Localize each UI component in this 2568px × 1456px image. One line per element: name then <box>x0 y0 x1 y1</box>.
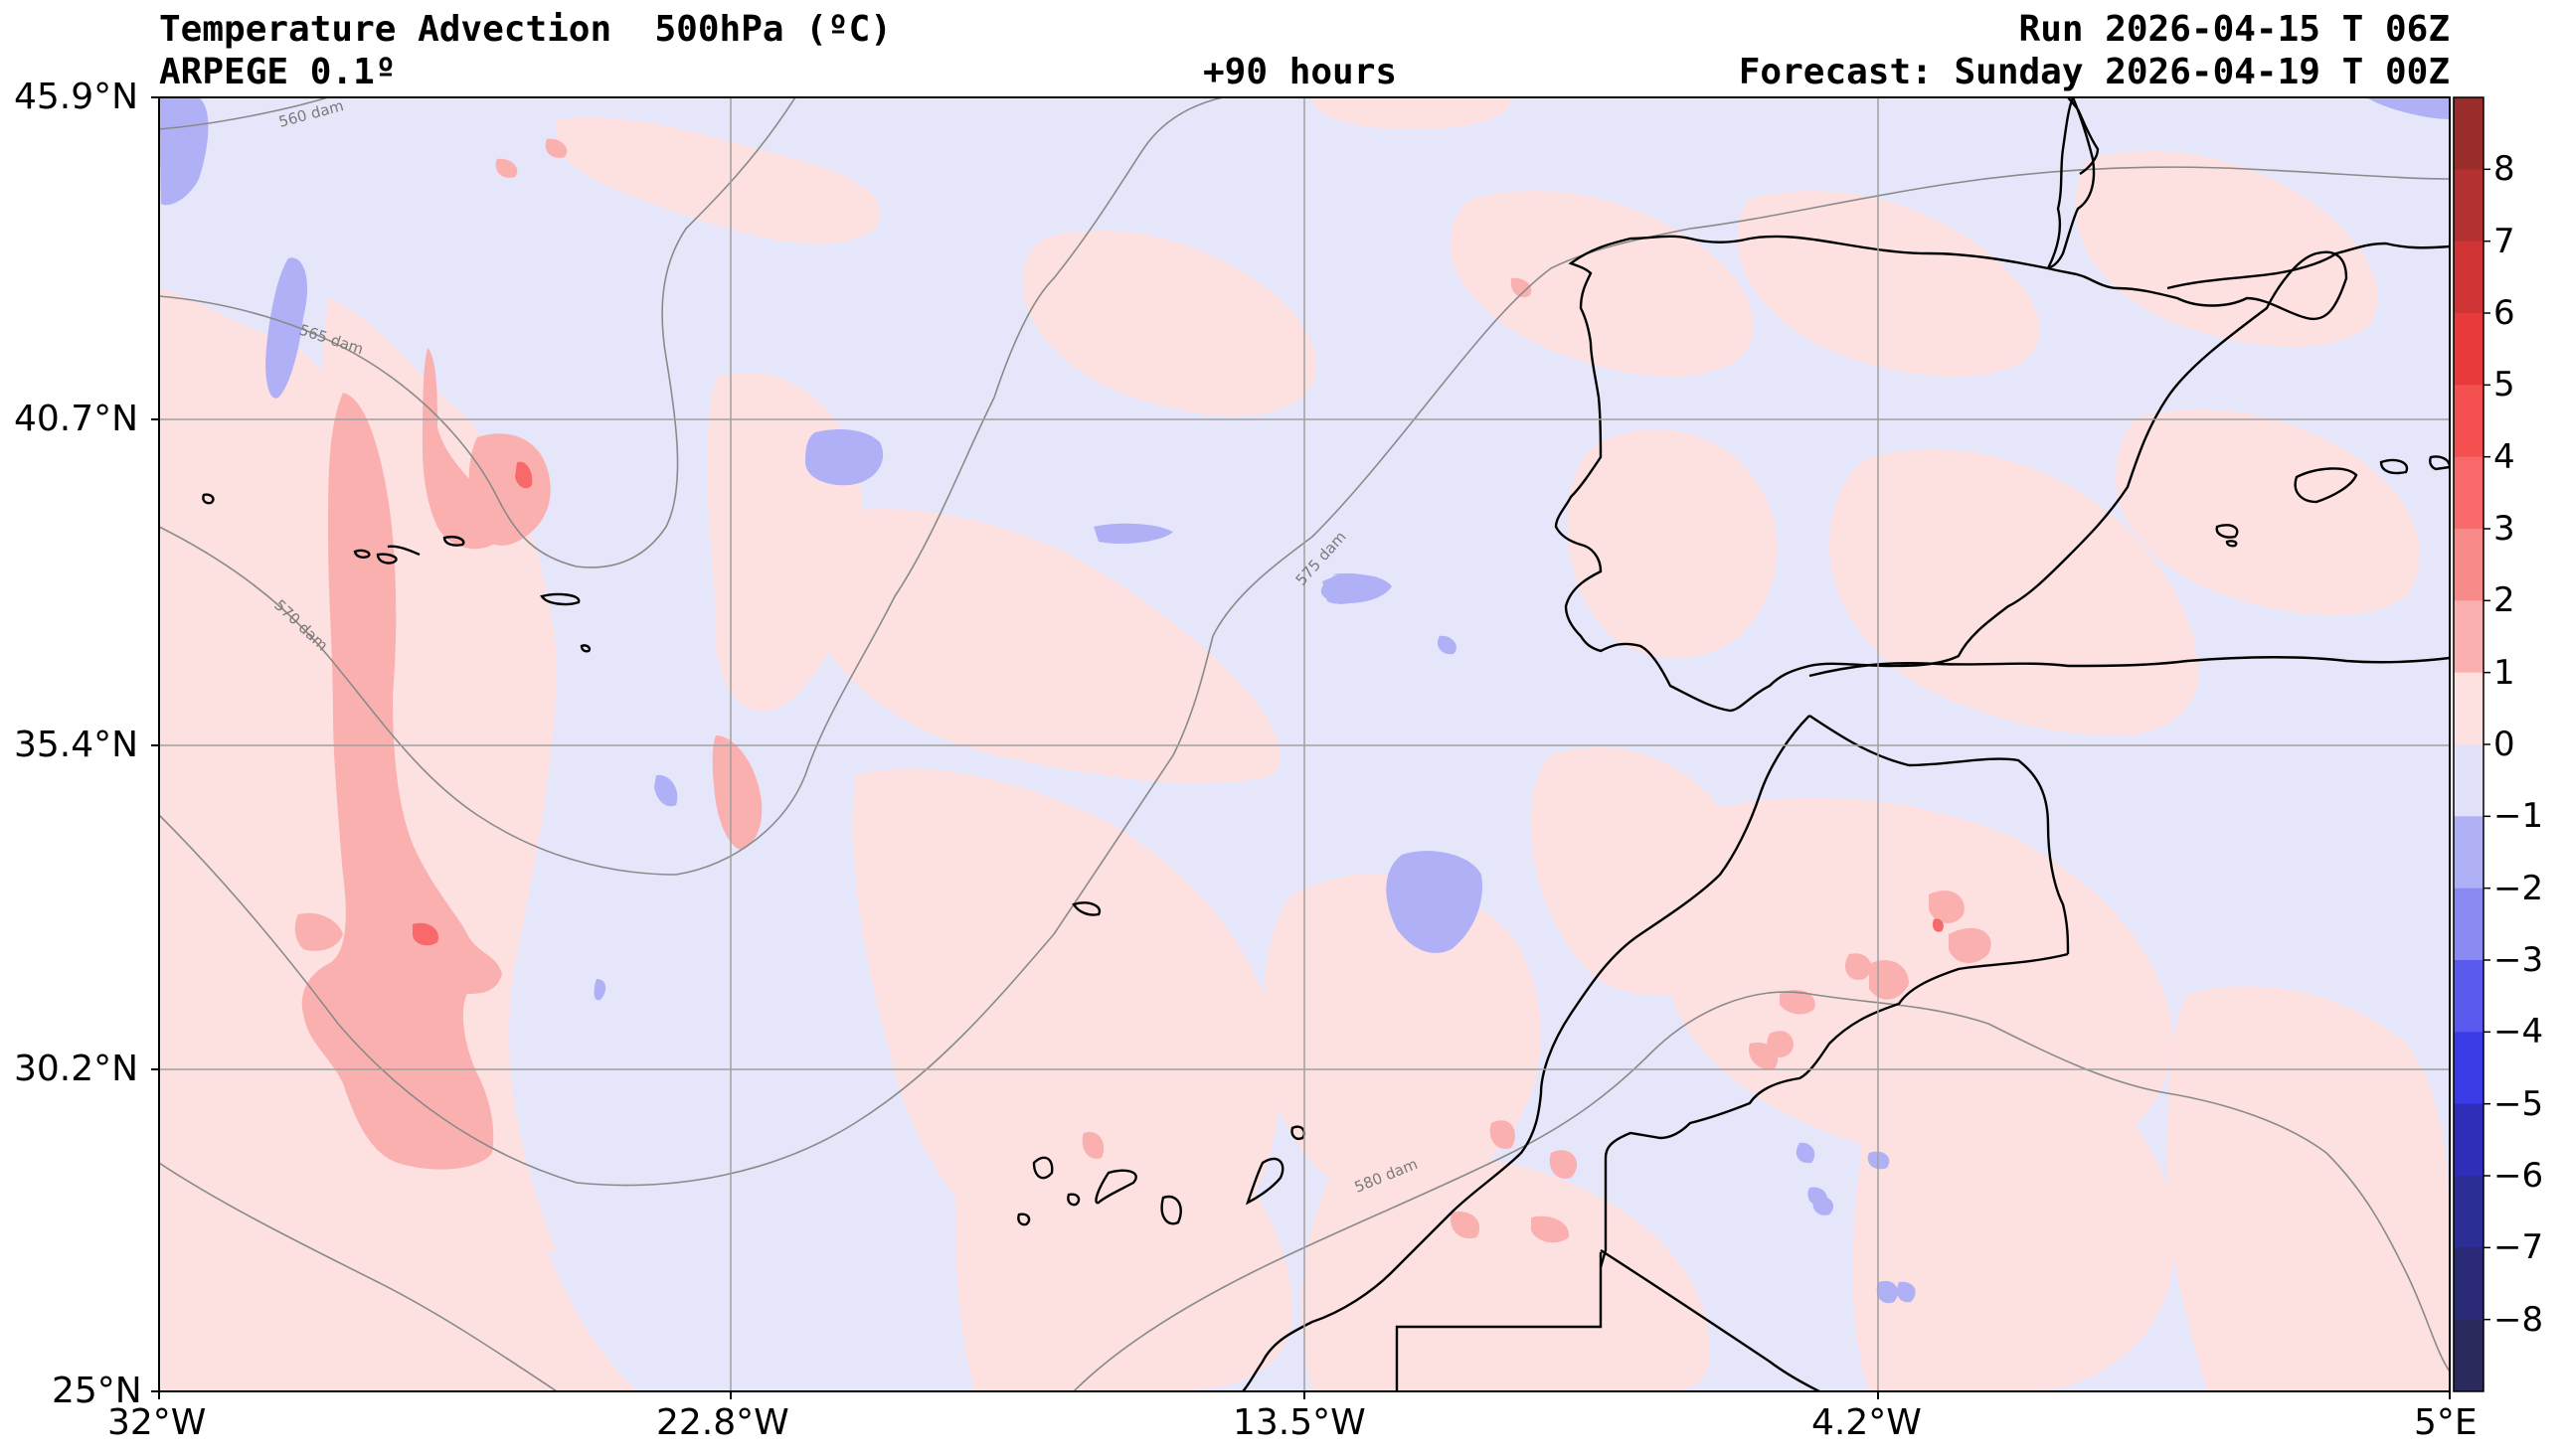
lon-label-22-8w: 22.8°W <box>656 1402 789 1443</box>
contour-565 <box>159 97 796 568</box>
azores-2 <box>353 549 371 559</box>
colorbar-segment <box>2454 600 2483 674</box>
colorbar-tick-label: −7 <box>2493 1227 2544 1268</box>
canary-6 <box>1067 1193 1081 1207</box>
lead-time: +90 hours <box>1203 52 1398 92</box>
colorbar-tick-label: −3 <box>2493 940 2544 980</box>
lat-label-40-7: 40.7°N <box>14 399 139 439</box>
colorbar-segment <box>2454 960 2483 1033</box>
balearic-1 <box>2294 467 2358 504</box>
colorbar-tick-label: 8 <box>2493 149 2515 190</box>
canary-1 <box>1032 1156 1054 1180</box>
azores-3 <box>376 553 398 565</box>
colorbar-tick-label: −8 <box>2493 1299 2544 1340</box>
colorbar <box>2453 96 2490 1392</box>
colorbar-tick-label: 0 <box>2493 725 2515 764</box>
canary-5 <box>1290 1125 1306 1140</box>
lon-label-32w: 32°W <box>107 1402 207 1443</box>
colorbar-tick-label: 3 <box>2493 509 2515 549</box>
colorbar-tick-label: 4 <box>2493 436 2515 477</box>
warm-advection-mid-areas <box>294 138 1991 1243</box>
canary-4 <box>1245 1157 1284 1206</box>
lat-label-30-2: 30.2°N <box>14 1049 139 1089</box>
colorbar-segment <box>2454 1032 2483 1105</box>
axis-ticks <box>151 96 2451 1399</box>
contour-580 <box>159 1162 558 1391</box>
border-morocco-algeria <box>1604 952 2069 1159</box>
colorbar-tick-label: 6 <box>2493 293 2515 333</box>
azores-7 <box>580 644 592 653</box>
lat-label-35-4: 35.4°N <box>14 725 139 765</box>
africa-coast <box>1242 715 1810 1391</box>
colorbar-segment <box>2454 313 2483 386</box>
azores-5 <box>442 536 465 547</box>
iberia-coast <box>1554 235 2348 713</box>
contour-575 <box>159 166 2450 1187</box>
colorbar-segment <box>2454 1247 2483 1321</box>
geopotential-contours <box>159 97 2450 1391</box>
colorbar-segment <box>2454 456 2483 530</box>
colorbar-tick-label: 2 <box>2493 580 2515 621</box>
lon-label-5e: 5°E <box>2414 1402 2478 1443</box>
colorbar-segment <box>2454 529 2483 601</box>
colorbar-tick-label: 7 <box>2493 221 2515 261</box>
colorbar-segment <box>2454 1103 2483 1177</box>
colorbar-tick-label: −4 <box>2493 1012 2544 1052</box>
colorbar-segment <box>2454 672 2483 745</box>
colorbar-tick-label: −2 <box>2493 868 2544 908</box>
lat-label-45-9: 45.9°N <box>14 77 139 117</box>
canary-2 <box>1095 1169 1137 1205</box>
canary-7 <box>1017 1213 1031 1226</box>
gulf-biscay-inner <box>2047 97 2096 270</box>
canary-3 <box>1160 1195 1182 1225</box>
colorbar-segment <box>2454 169 2483 243</box>
med-upper <box>1808 656 2450 678</box>
azores-1 <box>202 493 215 505</box>
colorbar-segment <box>2454 1176 2483 1248</box>
run-time: Run 2026-04-15 T 06Z <box>2018 9 2450 50</box>
border-mauritania <box>1600 1248 1820 1391</box>
contour-580b <box>1073 991 2450 1391</box>
lat-label-25: 25°N <box>52 1371 142 1411</box>
contour-560 <box>159 97 329 130</box>
warm-advection-strong-areas <box>413 461 1944 946</box>
colorbar-segment <box>2454 385 2483 458</box>
border-sahara-south <box>1395 1252 1603 1391</box>
colorbar-segment <box>2454 816 2483 890</box>
madeira <box>1072 901 1102 916</box>
contour-570 <box>159 97 1224 876</box>
border-western-sahara <box>1599 1158 1608 1268</box>
gulf-lion <box>2166 242 2450 290</box>
colorbar-tick-label: −5 <box>2493 1083 2544 1124</box>
azores-6 <box>540 592 581 606</box>
mediterranean-africa <box>1808 715 2070 955</box>
lon-label-13-5w: 13.5°W <box>1233 1402 1366 1443</box>
colorbar-tick-label: 5 <box>2493 365 2515 405</box>
balearic-4 <box>2225 540 2238 548</box>
advection-field <box>159 97 2450 1391</box>
colorbar-tick-label: 1 <box>2493 652 2515 693</box>
balearic-3 <box>2215 524 2239 539</box>
graticule <box>159 97 2450 1391</box>
balearic-2 <box>2379 458 2409 475</box>
forecast-time: Forecast: Sunday 2026-04-19 T 00Z <box>1738 52 2450 92</box>
colorbar-segment <box>2454 97 2483 170</box>
lon-label-4-2w: 4.2°W <box>1811 1402 1922 1443</box>
corsica <box>2429 455 2450 471</box>
coastlines <box>202 97 2450 1391</box>
colorbar-tick-label: −6 <box>2493 1156 2544 1196</box>
azores-4 <box>387 545 421 557</box>
map-title: Temperature Advection 500hPa (ºC) <box>159 9 892 50</box>
colorbar-segment <box>2454 241 2483 314</box>
colorbar-segment <box>2454 744 2483 817</box>
colorbar-tick-label: −1 <box>2493 796 2544 837</box>
colorbar-segment <box>2454 1319 2483 1392</box>
france-coast <box>2046 97 2075 269</box>
colorbar-segment <box>2454 888 2483 961</box>
model-name: ARPEGE 0.1º <box>159 52 397 92</box>
